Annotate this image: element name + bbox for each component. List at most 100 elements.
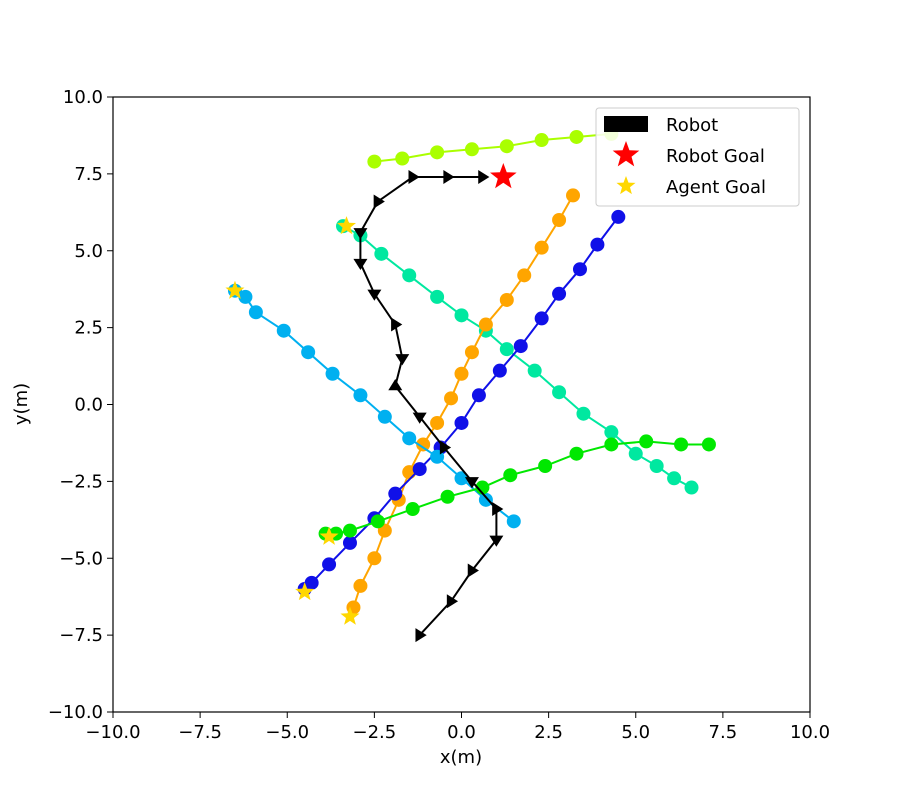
legend-robot-swatch — [604, 116, 648, 132]
y-axis-ticks: −10.0 −7.5 −5.0 −2.5 0.0 2.5 5.0 7.5 10.0 — [48, 87, 113, 723]
robot-point — [353, 228, 368, 240]
agent-series-5 — [225, 280, 521, 529]
agent-point — [499, 139, 514, 154]
robot-point — [353, 258, 368, 271]
agent-series-2 — [336, 216, 699, 495]
agent-point — [367, 154, 382, 169]
agent-point — [628, 446, 643, 461]
agent-point — [430, 415, 445, 430]
agent-point — [342, 523, 357, 538]
agent-point — [604, 437, 619, 452]
legend-star-swatch — [616, 176, 636, 195]
agent-point — [444, 391, 459, 406]
agent-goal-star — [225, 280, 245, 299]
agent-series-6 — [318, 434, 716, 545]
agent-point — [353, 388, 368, 403]
agent-point — [377, 409, 392, 424]
x-tick-label: −5.0 — [265, 722, 309, 743]
agent-point — [388, 486, 403, 501]
legend-star-swatch — [612, 141, 640, 167]
robot-point — [443, 169, 455, 184]
x-tick-label: 7.5 — [709, 722, 738, 743]
robot-point — [415, 628, 427, 643]
agent-point — [416, 437, 431, 452]
agent-goal-star — [319, 526, 339, 545]
agent-point — [552, 286, 567, 301]
agent-point — [590, 237, 605, 252]
agent-point — [701, 437, 716, 452]
agent-point — [569, 446, 584, 461]
robot-point — [373, 194, 385, 209]
agent-point — [276, 323, 291, 338]
agent-point — [238, 289, 253, 304]
robot-series — [353, 162, 517, 643]
agent-point — [374, 246, 389, 261]
y-tick-label: 5.0 — [74, 241, 103, 262]
y-tick-label: 0.0 — [74, 395, 103, 416]
agent-series-4 — [295, 209, 626, 601]
agent-point — [534, 240, 549, 255]
agent-point — [454, 415, 469, 430]
x-tick-label: −7.5 — [178, 722, 222, 743]
agent-trajectory-line — [342, 225, 692, 489]
x-tick-label: 0.0 — [447, 722, 476, 743]
agent-point — [402, 268, 417, 283]
agent-point — [412, 462, 427, 477]
agent-point — [367, 551, 382, 566]
y-tick-label: 7.5 — [74, 164, 103, 185]
agent-point — [576, 406, 591, 421]
x-axis-label: x(m) — [440, 747, 482, 768]
agent-point — [471, 388, 486, 403]
agent-point — [395, 151, 410, 166]
agent-point — [464, 345, 479, 360]
agent-point — [304, 575, 319, 590]
agent-point — [325, 366, 340, 381]
agent-goal-star — [340, 606, 360, 625]
agent-point — [604, 425, 619, 440]
agent-point — [402, 431, 417, 446]
agent-point — [674, 437, 689, 452]
y-tick-label: −5.0 — [59, 548, 103, 569]
agent-series-1 — [367, 126, 619, 169]
agent-point — [552, 385, 567, 400]
y-tick-label: 2.5 — [74, 318, 103, 339]
agent-point — [639, 434, 654, 449]
x-tick-label: −2.5 — [353, 722, 397, 743]
agent-point — [342, 535, 357, 550]
agent-point — [370, 514, 385, 529]
agent-point — [569, 129, 584, 144]
agent-point — [454, 471, 469, 486]
agent-point — [517, 268, 532, 283]
agent-point — [684, 480, 699, 495]
agent-point — [475, 480, 490, 495]
agent-point — [499, 292, 514, 307]
agent-point — [538, 459, 553, 473]
legend-box — [595, 107, 800, 207]
agent-point — [454, 366, 469, 381]
agent-point — [440, 489, 455, 504]
robot-point — [391, 317, 403, 332]
y-tick-label: −7.5 — [59, 625, 103, 646]
robot-point — [489, 535, 504, 547]
agent-point — [503, 468, 518, 483]
agent-point — [301, 345, 316, 360]
agent-point — [506, 514, 521, 529]
plot-content — [225, 126, 716, 643]
agent-point — [478, 492, 493, 507]
robot-trajectory-line — [359, 176, 498, 636]
robot-goal-star — [490, 162, 517, 189]
x-axis-ticks: −10.0 −7.5 −5.0 −2.5 0.0 2.5 5.0 7.5 10.0 — [85, 712, 830, 743]
agent-point — [667, 471, 682, 486]
agent-point — [430, 289, 445, 304]
agent-point — [572, 262, 587, 277]
agent-point — [454, 308, 469, 323]
agent-point — [499, 342, 514, 357]
robot-point — [395, 354, 410, 366]
robot-point — [408, 169, 420, 184]
agent-point — [649, 459, 664, 473]
x-tick-label: 5.0 — [621, 722, 650, 743]
legend-label: Agent Goal — [666, 177, 766, 198]
robot-point — [388, 379, 403, 391]
legend: Robot Robot Goal Agent Goal — [595, 107, 800, 207]
